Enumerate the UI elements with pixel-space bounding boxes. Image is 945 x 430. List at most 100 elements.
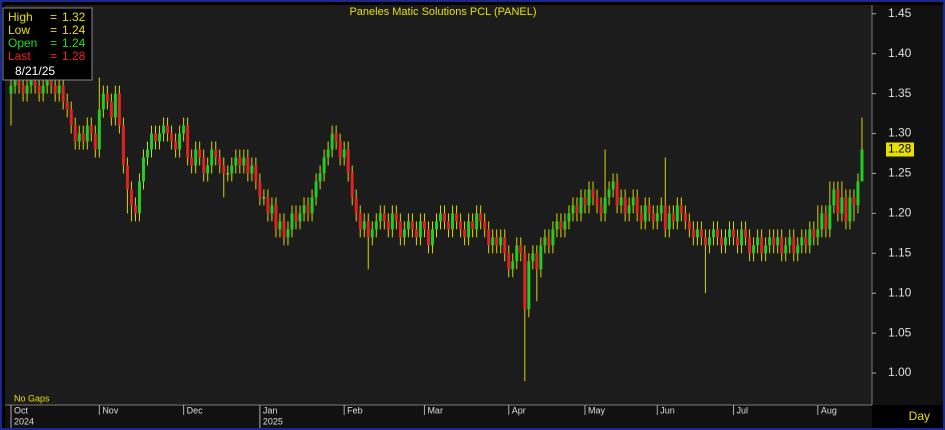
candle-body bbox=[816, 229, 820, 238]
candle-body bbox=[61, 85, 65, 102]
candle-body bbox=[346, 149, 350, 174]
candle-body bbox=[768, 237, 772, 246]
candle-body bbox=[579, 197, 583, 214]
candle-body bbox=[439, 213, 443, 222]
candle-body bbox=[740, 229, 744, 246]
candle-body bbox=[467, 221, 471, 238]
x-tick-label: Apr bbox=[512, 405, 526, 415]
candle-body bbox=[736, 237, 740, 246]
candle-body bbox=[314, 181, 318, 198]
candle-body bbox=[527, 261, 531, 310]
candle-body bbox=[141, 157, 145, 182]
candle-body bbox=[194, 149, 198, 166]
candle-body bbox=[282, 221, 286, 238]
candle-body bbox=[33, 77, 37, 86]
candle-body bbox=[487, 229, 491, 246]
readout-value: 1.24 bbox=[62, 36, 86, 50]
candle-body bbox=[394, 213, 398, 222]
candle-body bbox=[752, 245, 756, 254]
candle-body bbox=[571, 205, 575, 214]
y-tick-label: 1.15 bbox=[888, 245, 912, 259]
candle-body bbox=[362, 221, 366, 230]
candle-body bbox=[430, 229, 434, 246]
candle-body bbox=[286, 229, 290, 238]
candle-body bbox=[338, 141, 342, 158]
candle-body bbox=[218, 157, 222, 166]
readout-date: 8/21/25 bbox=[15, 64, 55, 78]
x-tick-label: Jul bbox=[737, 405, 749, 415]
candle-body bbox=[230, 165, 234, 174]
candle-body bbox=[543, 237, 547, 246]
x-tick-label: Oct bbox=[14, 405, 29, 415]
candle-body bbox=[800, 237, 804, 246]
candle-body bbox=[410, 221, 414, 230]
candle-body bbox=[591, 189, 595, 198]
y-tick-label: 1.35 bbox=[888, 86, 912, 100]
readout-sign: = bbox=[50, 36, 57, 50]
candle-body bbox=[443, 213, 447, 222]
candle-body bbox=[242, 157, 246, 166]
candle-body bbox=[744, 229, 748, 238]
candle-body bbox=[158, 133, 162, 142]
candle-body bbox=[254, 165, 258, 182]
candle-body bbox=[202, 157, 206, 174]
candle-body bbox=[85, 125, 89, 142]
candle-body bbox=[719, 237, 723, 246]
candle-body bbox=[162, 125, 166, 134]
candle-body bbox=[499, 237, 503, 246]
candle-body bbox=[262, 197, 266, 199]
candle-body bbox=[290, 213, 294, 230]
candle-body bbox=[178, 133, 182, 150]
price-axis bbox=[872, 5, 943, 405]
candle-body bbox=[655, 213, 659, 222]
candle-body bbox=[595, 197, 599, 206]
candle-body bbox=[318, 173, 322, 182]
candle-body bbox=[511, 261, 515, 270]
candle-body bbox=[567, 213, 571, 222]
candle-body bbox=[860, 149, 864, 182]
candle-body bbox=[784, 245, 788, 254]
candle-body bbox=[723, 237, 727, 246]
candle-body bbox=[659, 205, 663, 214]
candle-body bbox=[519, 245, 523, 254]
candle-body bbox=[266, 197, 270, 214]
candle-body bbox=[342, 149, 346, 158]
candle-body bbox=[691, 229, 695, 238]
candle-body bbox=[471, 221, 475, 230]
candle-body bbox=[671, 213, 675, 222]
candle-body bbox=[547, 237, 551, 246]
candle-body bbox=[711, 229, 715, 238]
readout-sign: = bbox=[50, 49, 57, 63]
candle-body bbox=[402, 229, 406, 238]
candle-body bbox=[386, 221, 390, 230]
candle-body bbox=[378, 213, 382, 222]
y-tick-label: 1.40 bbox=[888, 46, 912, 60]
candle-body bbox=[575, 205, 579, 214]
candle-body bbox=[145, 149, 149, 158]
x-tick-label: Jan bbox=[263, 405, 278, 415]
candle-body bbox=[422, 221, 426, 230]
candle-body bbox=[687, 221, 691, 230]
candle-body bbox=[390, 213, 394, 230]
candle-body bbox=[37, 85, 41, 94]
candle-body bbox=[619, 197, 623, 206]
candle-body bbox=[198, 149, 202, 158]
candle-body bbox=[73, 125, 77, 142]
candle-body bbox=[310, 197, 314, 214]
candle-body bbox=[398, 221, 402, 238]
candle-body bbox=[836, 189, 840, 214]
readout-label: Last bbox=[8, 49, 31, 63]
candle-body bbox=[551, 229, 555, 246]
candle-body bbox=[93, 133, 97, 150]
candle-body bbox=[326, 149, 330, 158]
candle-body bbox=[354, 197, 358, 214]
candle-body bbox=[611, 181, 615, 190]
candle-body bbox=[772, 237, 776, 246]
candle-body bbox=[45, 77, 49, 86]
x-tick-label: Feb bbox=[347, 405, 363, 415]
candle-body bbox=[507, 253, 511, 270]
candle-body bbox=[503, 237, 507, 254]
last-price-box bbox=[886, 142, 914, 157]
candle-body bbox=[583, 197, 587, 206]
candle-body bbox=[322, 157, 326, 174]
